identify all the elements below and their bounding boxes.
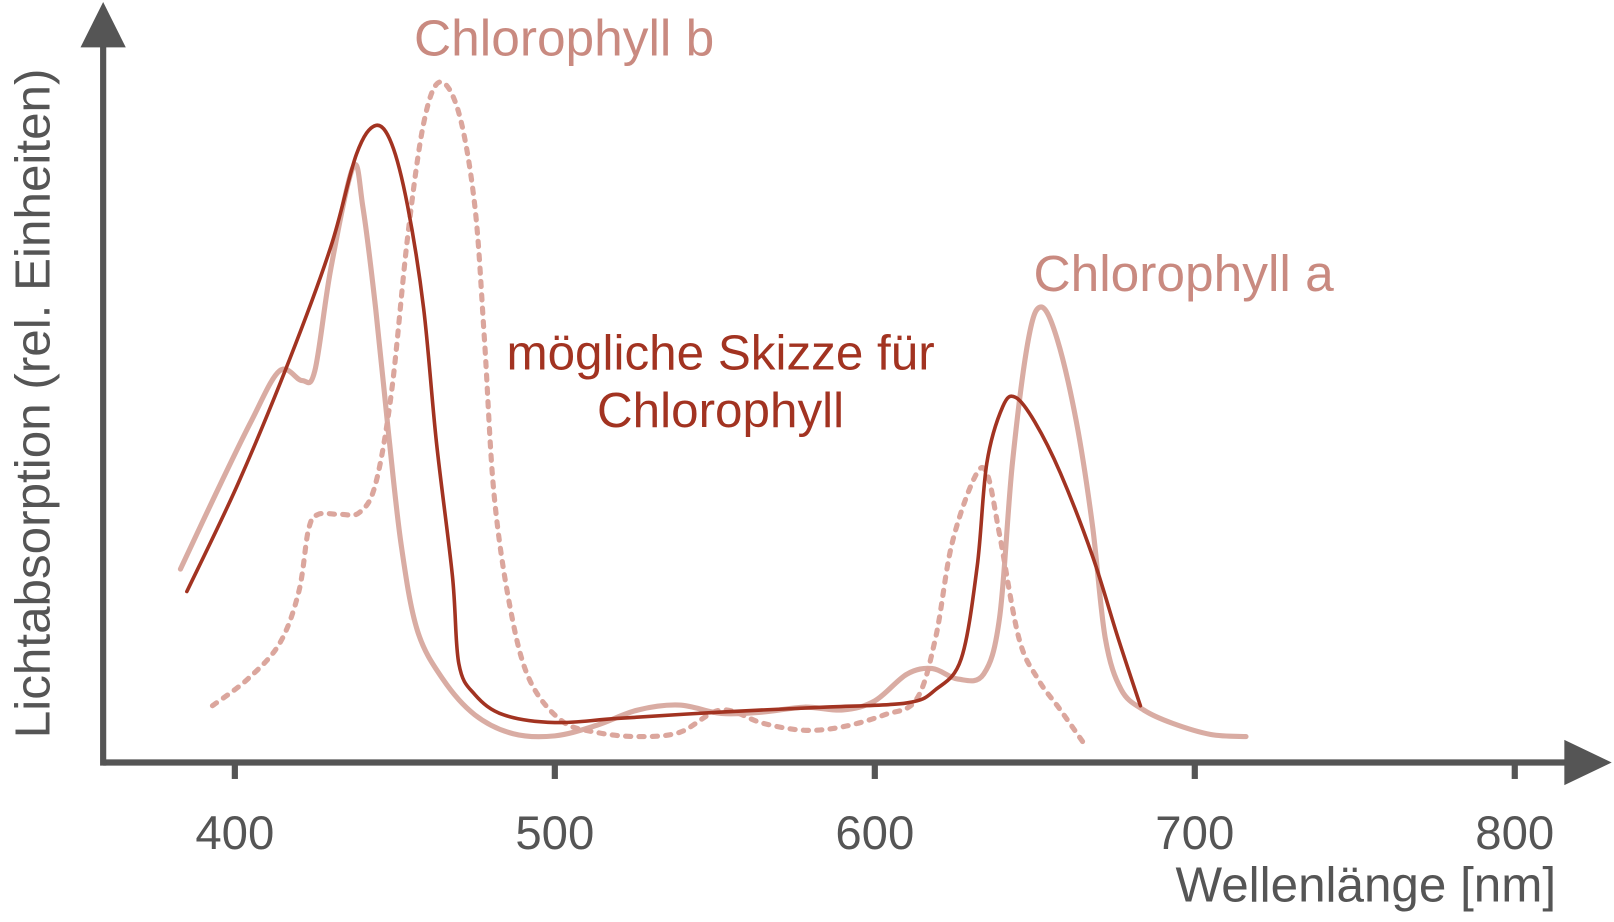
x-tick-label: 600 [835,807,914,860]
series-line [185,123,1143,725]
x-tick-label: 500 [515,807,594,860]
series-label: mögliche Skizze für Chlorophyll [506,326,935,439]
y-axis-arrow [80,2,126,48]
series-label: Chlorophyll a [1034,244,1335,302]
x-tick-label: 800 [1475,807,1554,860]
y-axis-title: Lichtabsorption (rel. Einheiten) [6,69,61,739]
x-axis-arrow [1564,739,1612,786]
series-line [209,79,1089,749]
series-label: Chlorophyll b [414,9,714,67]
x-tick-label: 400 [195,807,274,860]
series-label-box: mögliche Skizze für Chlorophyll [506,326,935,439]
x-tick-label: 700 [1155,807,1234,860]
x-axis-title: Wellenlänge [nm] [1176,857,1557,912]
